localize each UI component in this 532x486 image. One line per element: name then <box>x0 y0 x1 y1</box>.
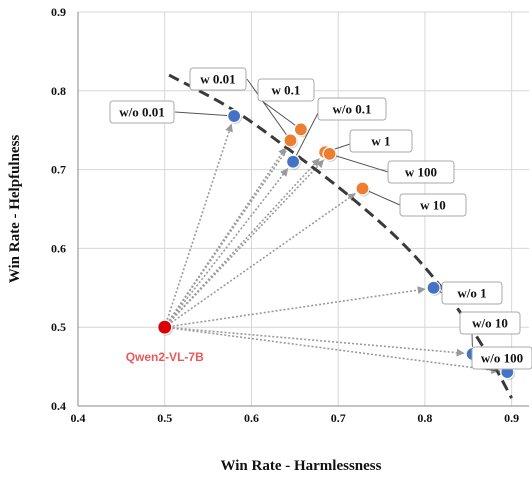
data-point-w-100 <box>322 146 337 161</box>
leader-line-w-o-0-1 <box>292 112 319 162</box>
y-tick-label: 0.5 <box>51 320 66 334</box>
data-point-w-o-1 <box>426 280 441 295</box>
x-tick-label: 0.9 <box>504 411 519 425</box>
data-point-w-10 <box>355 181 370 196</box>
data-point-w-o-0-1 <box>285 154 301 169</box>
y-axis-title: Win Rate - Helpfulness <box>7 135 23 284</box>
label-box-w-0-1 <box>257 78 315 102</box>
label-box-w-100 <box>387 160 455 184</box>
arrow-w-10 <box>164 193 356 328</box>
data-point-w-o-0-01 <box>227 108 242 124</box>
point-label-w-100: w 100 <box>405 165 437 180</box>
arrows <box>163 123 500 375</box>
point-label-w-0-1: w 0.1 <box>272 83 301 98</box>
point-label-w-0-01: w 0.01 <box>200 72 235 87</box>
base-model-label: Qwen2-VL-7B <box>126 350 204 364</box>
label-box-w-10 <box>399 193 467 217</box>
y-tick-label: 0.9 <box>51 5 66 19</box>
arrow-w-o-1 <box>164 286 426 328</box>
x-tick-label: 0.5 <box>157 411 172 425</box>
leader-line-w-0-01 <box>246 78 291 141</box>
point-label-w-o-10: w/o 10 <box>472 316 508 331</box>
point-label-w-o-0-1: w/o 0.1 <box>333 102 372 117</box>
arrow-w-o-100 <box>164 326 500 375</box>
data-point-w-0-1 <box>293 122 308 137</box>
y-tick-label: 0.6 <box>51 241 66 255</box>
y-tick-label: 0.8 <box>51 84 66 98</box>
x-tick-label: 0.7 <box>331 411 346 425</box>
data-point-w-0-01 <box>283 133 298 148</box>
arrow-w-o-0-01 <box>163 123 233 328</box>
leader-line-w-100 <box>329 153 389 173</box>
label-box-w-o-0-01 <box>109 100 175 124</box>
axes: 0.4 0.5 0.6 0.7 0.8 0.9 0.4 0.5 0.6 0.7 0.8 0.9 <box>51 5 529 425</box>
data-points <box>157 108 516 381</box>
label-box-w-o-1 <box>441 281 503 305</box>
arrow-w-0-1 <box>164 136 297 328</box>
label-box-w-o-100 <box>471 346 532 370</box>
base-model-point <box>157 319 173 335</box>
label-box-w-1 <box>349 129 413 153</box>
arrow-w-o-0-1 <box>164 168 289 328</box>
point-label-w-o-1: w/o 1 <box>457 286 486 301</box>
label-box-w-o-0-1 <box>317 97 387 121</box>
leader-line-w-o-0-01 <box>174 111 235 117</box>
point-label-w-1: w 1 <box>371 134 390 149</box>
point-label-w-o-0-01: w/o 0.01 <box>119 105 165 120</box>
label-box-w-0-01 <box>189 67 247 91</box>
leader-line-w-0-1 <box>261 100 302 130</box>
arrow-w-o-10 <box>164 326 465 357</box>
x-tick-label: 0.8 <box>417 411 432 425</box>
arrow-w-1 <box>164 158 320 328</box>
x-tick-label: 0.4 <box>71 411 86 425</box>
y-tick-label: 0.4 <box>51 399 66 413</box>
arrow-w-100 <box>164 159 325 328</box>
x-tick-label: 0.6 <box>244 411 259 425</box>
y-tick-label: 0.7 <box>51 163 66 177</box>
leader-lines <box>174 78 508 373</box>
point-label-w-o-100: w/o 100 <box>481 351 523 366</box>
point-label-w-10: w 10 <box>420 198 446 213</box>
point-labels: w/o 0.01 w/o 0.1 w/o 1 w/o 10 w/o 100 w 0.01 w… <box>109 67 532 370</box>
label-box-w-o-10 <box>459 311 521 335</box>
x-axis-title: Win Rate - Harmlessness <box>221 458 382 474</box>
